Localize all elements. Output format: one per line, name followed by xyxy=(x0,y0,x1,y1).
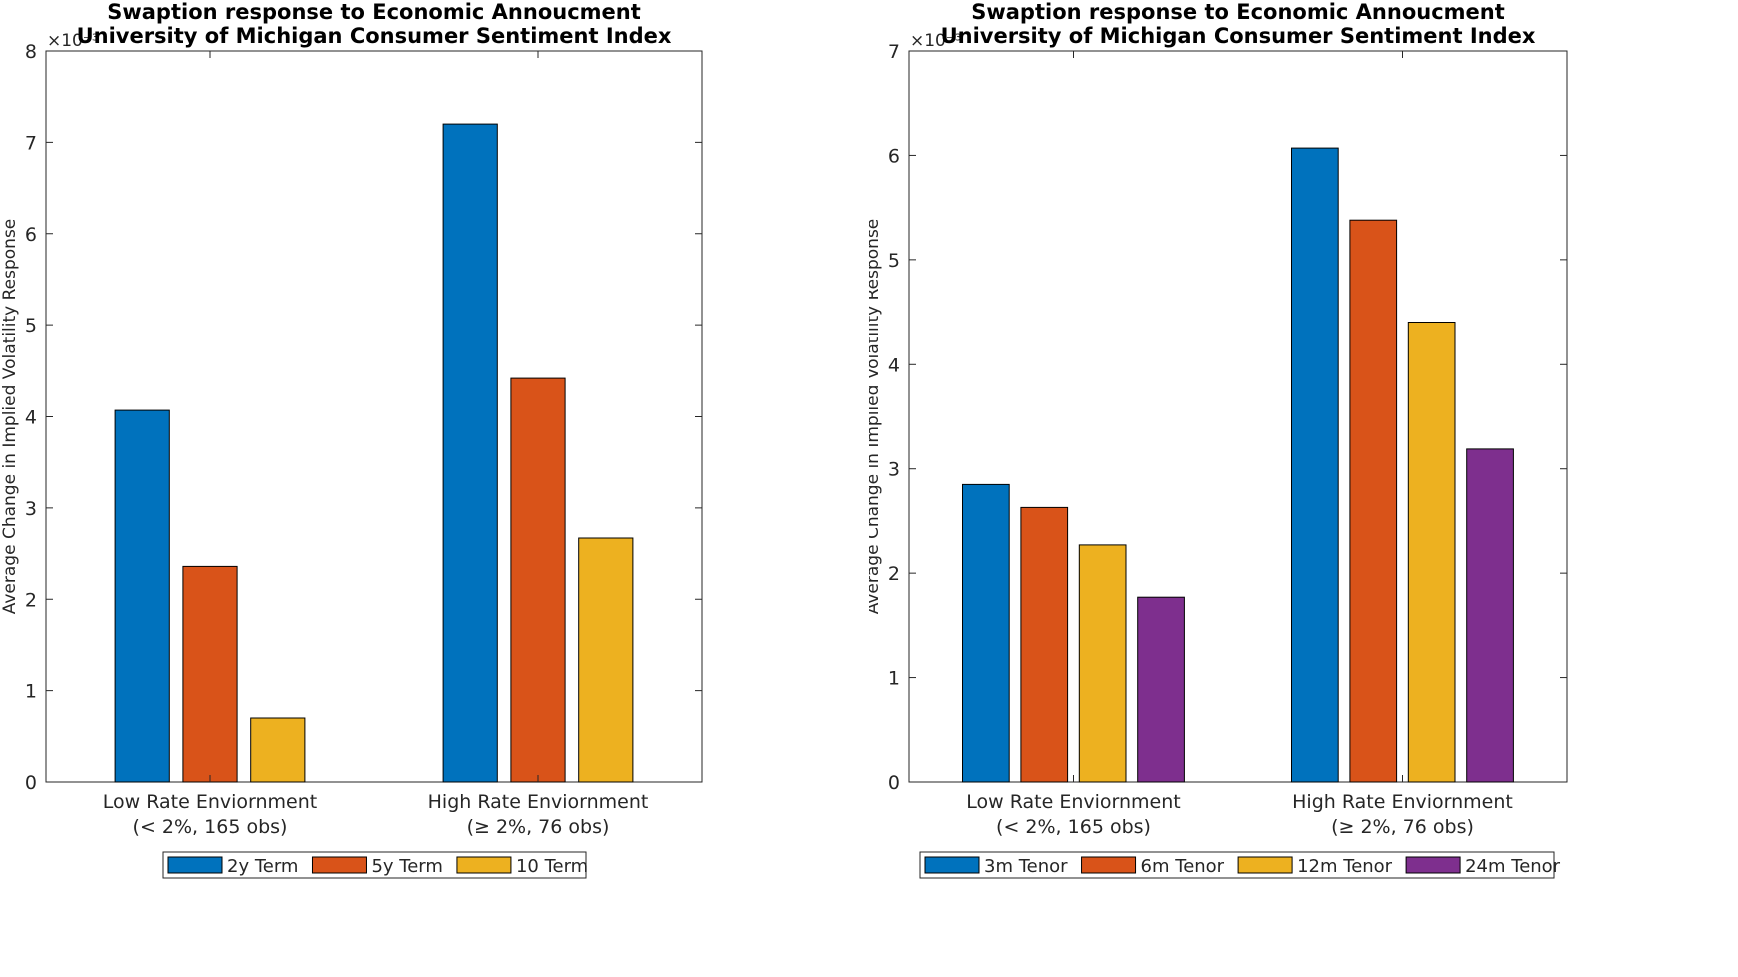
y-tick-label: 5 xyxy=(25,315,37,337)
legend-box xyxy=(162,851,587,879)
y-tick-label: 3 xyxy=(888,459,900,481)
y-tick-label: 6 xyxy=(888,145,900,167)
x-tick-label: Low Rate Enviornment xyxy=(103,791,317,813)
legend-label: 2y Term xyxy=(227,856,298,877)
plot-area xyxy=(908,50,1568,783)
x-tick-label: Low Rate Enviornment xyxy=(966,791,1180,813)
x-tick-label: (≥ 2%, 76 obs) xyxy=(467,816,610,838)
bar-2y-term-1 xyxy=(442,123,498,783)
legend-label: 24m Tenor xyxy=(1465,856,1561,877)
y-tick-label: 8 xyxy=(25,41,37,63)
chart-subtitle: University of Michigan Consumer Sentimen… xyxy=(941,24,1536,48)
y-axis-multiplier: ×10⁻³ xyxy=(910,31,962,51)
chart-title: Swaption response to Economic Annoucment xyxy=(971,0,1505,24)
legend-label: 10 Term xyxy=(516,856,588,877)
y-tick-label: 7 xyxy=(25,132,37,154)
y-tick-label: 2 xyxy=(888,563,900,585)
legend-swatch-3m-tenor xyxy=(924,856,980,874)
legend-swatch-10-term xyxy=(456,856,512,874)
chart-panel-tenor-terms: 0 1 2 3 4 5 6 7 8 Low Rate Enviornment (< 2%, 165 … xyxy=(0,0,703,879)
bar-6m-tenor-1 xyxy=(1349,219,1398,783)
legend-swatch-12m-tenor xyxy=(1237,856,1293,874)
y-tick-label: 5 xyxy=(888,250,900,272)
legend-swatch-6m-tenor xyxy=(1081,856,1137,874)
bar-chart-tenors: 0 1 2 3 4 5 6 7 Low Rate Enviornment (< 2%, 165 o… xyxy=(869,0,1568,879)
y-tick-label: 4 xyxy=(25,407,37,429)
legend-swatch-5y-term xyxy=(311,856,367,874)
x-tick-label: (≥ 2%, 76 obs) xyxy=(1331,816,1474,838)
legend-swatch-2y-term xyxy=(167,856,223,874)
y-tick-label: 1 xyxy=(888,668,900,690)
y-axis-label: Average Change in Implied Volatility Res… xyxy=(0,219,20,615)
bar-3m-tenor-0 xyxy=(962,483,1010,783)
legend-label: 5y Term xyxy=(371,856,442,877)
x-tick-label: (< 2%, 165 obs) xyxy=(133,816,288,838)
bar-24m-tenor-1 xyxy=(1466,448,1514,783)
bar-5y-term-0 xyxy=(182,565,238,783)
y-tick-label: 6 xyxy=(25,224,37,246)
y-tick-label: 4 xyxy=(888,354,900,376)
y-tick-label: 1 xyxy=(25,681,37,703)
legend-label: 3m Tenor xyxy=(984,856,1068,877)
y-tick-label: 2 xyxy=(25,589,37,611)
y-tick-label: 0 xyxy=(25,772,37,794)
x-tick-label: High Rate Enviornment xyxy=(1292,791,1513,813)
bar-3m-tenor-1 xyxy=(1291,147,1339,783)
x-tick-label: (< 2%, 165 obs) xyxy=(996,816,1151,838)
bar-10-term-0 xyxy=(250,717,306,783)
bar-24m-tenor-0 xyxy=(1137,596,1185,783)
y-axis-label: Average Change in Implied Volatility Res… xyxy=(869,219,883,615)
bar-chart-terms: 0 1 2 3 4 5 6 7 8 Low Rate Enviornment (< 2%, 165 … xyxy=(0,0,703,879)
legend-label: 12m Tenor xyxy=(1297,856,1393,877)
y-tick-label: 7 xyxy=(888,41,900,63)
chart-panel-tenors: 0 1 2 3 4 5 6 7 Low Rate Enviornment (< 2%, 165 o… xyxy=(869,0,1738,977)
bar-12m-tenor-1 xyxy=(1407,322,1456,783)
chart-subtitle: University of Michigan Consumer Sentimen… xyxy=(77,24,672,48)
legend-swatch-24m-tenor xyxy=(1405,856,1461,874)
y-tick-label: 0 xyxy=(888,772,900,794)
bar-10-term-1 xyxy=(578,537,634,783)
bar-5y-term-1 xyxy=(510,377,566,783)
x-tick-label: High Rate Enviornment xyxy=(428,791,649,813)
bar-2y-term-0 xyxy=(114,409,170,783)
legend-label: 6m Tenor xyxy=(1141,856,1225,877)
chart-title: Swaption response to Economic Annoucment xyxy=(107,0,641,24)
bar-12m-tenor-0 xyxy=(1078,544,1127,783)
y-tick-label: 3 xyxy=(25,498,37,520)
bar-6m-tenor-0 xyxy=(1020,506,1069,783)
y-axis-multiplier: ×10⁻³ xyxy=(47,31,99,51)
